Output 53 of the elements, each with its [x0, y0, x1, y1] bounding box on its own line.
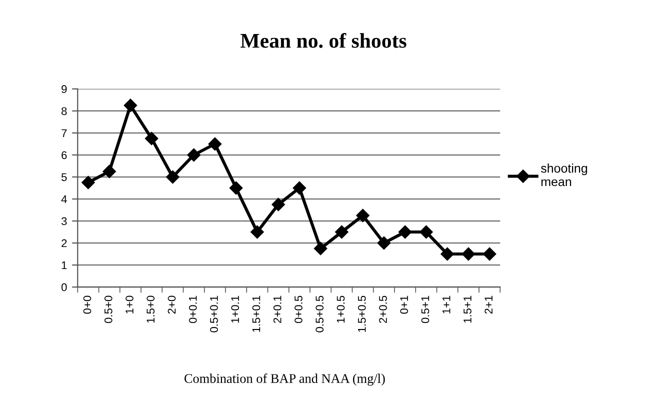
y-tick-label: 5	[61, 173, 67, 182]
point	[314, 242, 328, 256]
x-tick-label: 1.5+0	[146, 296, 155, 323]
x-tick-label: 1.5+1	[464, 296, 472, 323]
x-tick-label: 0.5+0	[104, 296, 112, 324]
x-tick-label: 1+1	[442, 296, 450, 314]
x-tick-label: 0+1	[400, 296, 408, 314]
point	[292, 181, 306, 195]
point	[356, 208, 370, 222]
x-tick-label: 0+0.1	[188, 296, 197, 324]
point	[187, 148, 200, 162]
x-tick-label: 2+0	[168, 296, 176, 314]
x-axis-title: Combination of BAP and NAA (mg/l)	[184, 374, 385, 386]
x-tick-label: 0+0.5	[294, 296, 302, 324]
x-tick-label: 2+0.5	[379, 296, 387, 323]
point	[229, 181, 243, 195]
x-tick-label: 1.5+0.5	[358, 296, 366, 332]
point	[250, 225, 264, 239]
point	[482, 247, 496, 261]
x-tick-label: 0.5+0.5	[316, 296, 324, 332]
y-tick-label: 4	[61, 195, 67, 204]
legend-label: shooting mean	[540, 164, 588, 186]
point	[398, 225, 412, 239]
x-tick-label: 1.5+0.1	[252, 296, 260, 332]
point	[144, 132, 158, 146]
x-tick-label: 2+0.1	[273, 296, 282, 323]
y-tick-label: 0	[61, 283, 67, 292]
point	[462, 247, 476, 261]
point	[377, 236, 391, 250]
x-tick-label: 0.5+0.1	[210, 296, 218, 332]
x-tick-label: 1+0.5	[336, 296, 345, 323]
x-tick-label: 1+0.1	[231, 296, 240, 323]
point	[82, 176, 95, 190]
point	[420, 225, 433, 239]
y-tick-label: 2	[62, 239, 67, 248]
point	[335, 225, 348, 239]
point	[208, 137, 222, 151]
y-tick-label: 9	[62, 85, 67, 94]
y-tick-label: 6	[62, 151, 67, 160]
point	[272, 198, 285, 212]
point	[166, 170, 180, 184]
x-tick-label: 2+1	[484, 296, 492, 314]
chart-title: Mean no. of shoots	[240, 32, 406, 48]
point	[440, 247, 454, 261]
y-tick-label: 3	[61, 217, 67, 226]
point	[124, 98, 138, 112]
x-tick-label: 1+0	[126, 296, 134, 314]
point	[102, 164, 116, 178]
y-tick-label: 7	[62, 129, 67, 137]
y-tick-label: 8	[62, 107, 67, 116]
x-tick-label: 0.5+1	[421, 296, 430, 324]
y-tick-label: 1	[62, 261, 67, 270]
x-tick-label: 0+0	[83, 296, 92, 314]
